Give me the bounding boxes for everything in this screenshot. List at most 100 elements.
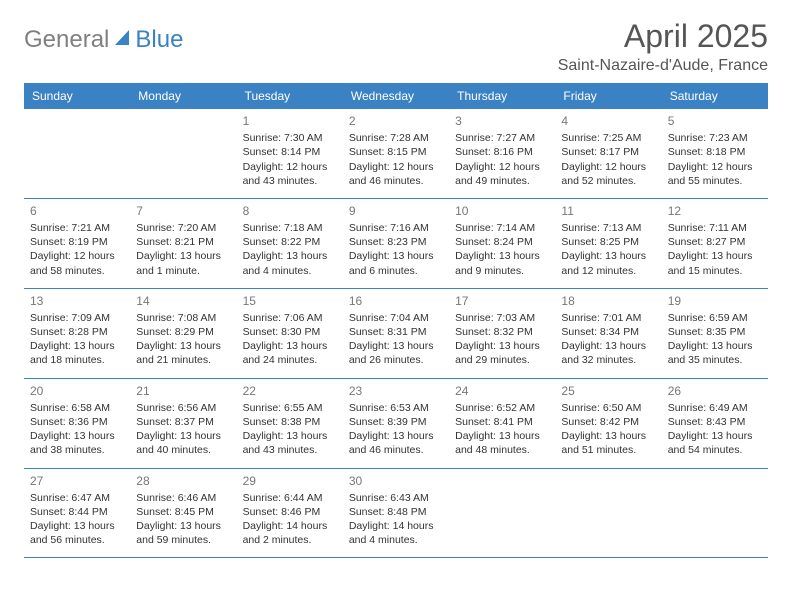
week-row: 1Sunrise: 7:30 AMSunset: 8:14 PMDaylight…	[24, 109, 768, 199]
day-info-line: Daylight: 13 hours	[136, 429, 230, 443]
day-info-line: Sunrise: 6:52 AM	[455, 401, 549, 415]
day-info-line: and 52 minutes.	[561, 174, 655, 188]
day-info-line: Sunset: 8:24 PM	[455, 235, 549, 249]
title-block: April 2025 Saint-Nazaire-d'Aude, France	[558, 18, 768, 75]
day-info-line: and 46 minutes.	[349, 443, 443, 457]
day-info-line: and 38 minutes.	[30, 443, 124, 457]
day-info-line: Sunrise: 7:06 AM	[243, 311, 337, 325]
day-info-line: Daylight: 12 hours	[668, 160, 762, 174]
day-cell: 2Sunrise: 7:28 AMSunset: 8:15 PMDaylight…	[343, 109, 449, 198]
week-row: 13Sunrise: 7:09 AMSunset: 8:28 PMDayligh…	[24, 289, 768, 379]
day-info-line: Daylight: 13 hours	[243, 339, 337, 353]
day-info-line: Sunrise: 7:03 AM	[455, 311, 549, 325]
calendar-page: General Blue April 2025 Saint-Nazaire-d'…	[0, 0, 792, 576]
day-info-line: Sunset: 8:19 PM	[30, 235, 124, 249]
day-info-line: Sunset: 8:39 PM	[349, 415, 443, 429]
day-number: 18	[561, 293, 655, 309]
day-number: 26	[668, 383, 762, 399]
day-info-line: and 9 minutes.	[455, 264, 549, 278]
day-info-line: Sunrise: 6:44 AM	[243, 491, 337, 505]
day-info-line: Sunrise: 6:55 AM	[243, 401, 337, 415]
day-info-line: Sunset: 8:37 PM	[136, 415, 230, 429]
day-cell: 6Sunrise: 7:21 AMSunset: 8:19 PMDaylight…	[24, 199, 130, 288]
day-info-line: Sunrise: 6:43 AM	[349, 491, 443, 505]
day-number: 3	[455, 113, 549, 129]
day-info-line: Daylight: 13 hours	[455, 339, 549, 353]
day-info-line: Sunrise: 7:30 AM	[243, 131, 337, 145]
day-info-line: Sunset: 8:30 PM	[243, 325, 337, 339]
day-info-line: Sunrise: 6:46 AM	[136, 491, 230, 505]
day-cell: 15 Sunrise: 7:06 AMSunset: 8:30 PMDayligh…	[237, 289, 343, 378]
day-info-line: Sunset: 8:38 PM	[243, 415, 337, 429]
day-number: 13	[30, 293, 124, 309]
day-info-line: Sunset: 8:31 PM	[349, 325, 443, 339]
week-row: 6Sunrise: 7:21 AMSunset: 8:19 PMDaylight…	[24, 199, 768, 289]
calendar-body: 1Sunrise: 7:30 AMSunset: 8:14 PMDaylight…	[24, 109, 768, 558]
day-cell: 26Sunrise: 6:49 AMSunset: 8:43 PMDayligh…	[662, 379, 768, 468]
day-info-line: Sunset: 8:23 PM	[349, 235, 443, 249]
day-info-line: and 21 minutes.	[136, 353, 230, 367]
day-number: 28	[136, 473, 230, 489]
day-info-line: Daylight: 13 hours	[136, 519, 230, 533]
day-info-line: Sunset: 8:18 PM	[668, 145, 762, 159]
day-info-line: and 49 minutes.	[455, 174, 549, 188]
day-info-line: Sunrise: 6:50 AM	[561, 401, 655, 415]
day-cell	[662, 469, 768, 558]
day-info-line: Daylight: 13 hours	[136, 249, 230, 263]
weekday-header: Thursday	[449, 83, 555, 109]
day-info-line: Daylight: 13 hours	[668, 429, 762, 443]
day-info-line: Sunrise: 7:16 AM	[349, 221, 443, 235]
weekday-header: Monday	[130, 83, 236, 109]
day-cell: 13Sunrise: 7:09 AMSunset: 8:28 PMDayligh…	[24, 289, 130, 378]
day-info-line: Sunrise: 7:27 AM	[455, 131, 549, 145]
day-cell: 24Sunrise: 6:52 AMSunset: 8:41 PMDayligh…	[449, 379, 555, 468]
weekday-header: Tuesday	[237, 83, 343, 109]
day-info-line: Sunrise: 6:59 AM	[668, 311, 762, 325]
day-number: 7	[136, 203, 230, 219]
day-info-line: Sunrise: 7:09 AM	[30, 311, 124, 325]
day-info-line: Sunset: 8:41 PM	[455, 415, 549, 429]
day-cell: 8Sunrise: 7:18 AMSunset: 8:22 PMDaylight…	[237, 199, 343, 288]
day-info-line: Sunrise: 7:04 AM	[349, 311, 443, 325]
day-cell: 27Sunrise: 6:47 AMSunset: 8:44 PMDayligh…	[24, 469, 130, 558]
weekday-header: Sunday	[24, 83, 130, 109]
day-number: 27	[30, 473, 124, 489]
day-number: 25	[561, 383, 655, 399]
day-info-line: Daylight: 13 hours	[136, 339, 230, 353]
day-info-line: and 15 minutes.	[668, 264, 762, 278]
day-info-line: Sunrise: 7:18 AM	[243, 221, 337, 235]
day-number: 19	[668, 293, 762, 309]
day-info-line: Daylight: 13 hours	[349, 429, 443, 443]
day-info-line: Sunset: 8:46 PM	[243, 505, 337, 519]
day-number: 5	[668, 113, 762, 129]
day-info-line: and 46 minutes.	[349, 174, 443, 188]
day-info-line: Sunset: 8:14 PM	[243, 145, 337, 159]
day-info-line: Sunset: 8:44 PM	[30, 505, 124, 519]
month-title: April 2025	[558, 18, 768, 55]
day-number: 10	[455, 203, 549, 219]
day-cell: 17Sunrise: 7:03 AMSunset: 8:32 PMDayligh…	[449, 289, 555, 378]
day-info-line: Sunset: 8:42 PM	[561, 415, 655, 429]
day-number: 11	[561, 203, 655, 219]
day-cell: 3Sunrise: 7:27 AMSunset: 8:16 PMDaylight…	[449, 109, 555, 198]
day-info-line: Sunrise: 6:49 AM	[668, 401, 762, 415]
day-cell: 12Sunrise: 7:11 AMSunset: 8:27 PMDayligh…	[662, 199, 768, 288]
day-number: 30	[349, 473, 443, 489]
day-number: 15	[243, 293, 337, 309]
logo-sail-icon	[113, 28, 133, 53]
calendar: SundayMondayTuesdayWednesdayThursdayFrid…	[24, 83, 768, 558]
weekday-header: Saturday	[662, 83, 768, 109]
day-info-line: Sunset: 8:25 PM	[561, 235, 655, 249]
day-info-line: Sunset: 8:17 PM	[561, 145, 655, 159]
day-info-line: and 43 minutes.	[243, 443, 337, 457]
day-cell: 22Sunrise: 6:55 AMSunset: 8:38 PMDayligh…	[237, 379, 343, 468]
day-number: 21	[136, 383, 230, 399]
day-cell: 7Sunrise: 7:20 AMSunset: 8:21 PMDaylight…	[130, 199, 236, 288]
day-info-line: Sunset: 8:45 PM	[136, 505, 230, 519]
day-info-line: Sunrise: 7:08 AM	[136, 311, 230, 325]
day-info-line: Sunset: 8:15 PM	[349, 145, 443, 159]
day-info-line: Sunrise: 7:23 AM	[668, 131, 762, 145]
day-info-line: and 12 minutes.	[561, 264, 655, 278]
day-info-line: Daylight: 14 hours	[349, 519, 443, 533]
day-info-line: and 35 minutes.	[668, 353, 762, 367]
